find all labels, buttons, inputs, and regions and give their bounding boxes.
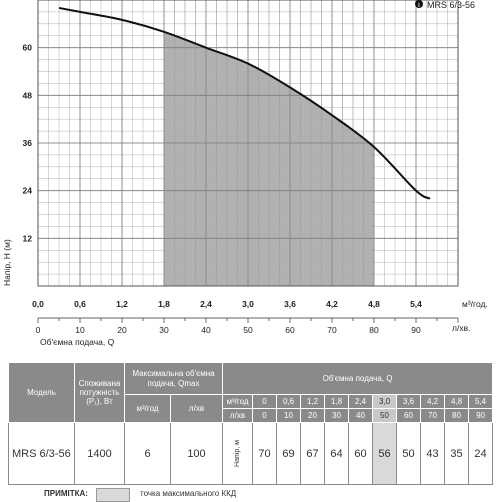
x-axis-unit: м³/год. xyxy=(462,299,488,309)
y-tick-label: 36 xyxy=(23,138,33,148)
header-flow-unit-lmin: л/хв xyxy=(222,408,253,423)
y-tick-label: 48 xyxy=(23,90,33,100)
note: ПРИМІТКА: точка максимального ККД xyxy=(8,488,492,502)
x2-tick-label: 70 xyxy=(327,325,337,335)
header-model: Модель xyxy=(8,362,75,423)
x-tick-label: 4,8 xyxy=(368,299,380,309)
x-tick-label: 1,2 xyxy=(116,299,128,309)
header-q-lmin-3: 30 xyxy=(324,408,349,423)
x2-axis-label: Об'ємна подача, Q xyxy=(40,337,115,347)
x2-tick-label: 20 xyxy=(117,325,127,335)
x-tick-labels: 0,0 0,6 1,2 1,8 2,4 3,0 3,6 4,2 4,8 5,4 xyxy=(32,299,422,309)
cell-head-3: 64 xyxy=(324,422,349,485)
header-q-m3-4: 2,4 xyxy=(348,394,373,409)
header-q-m3-9: 5,4 xyxy=(467,394,494,409)
chart-major-grid xyxy=(38,0,458,286)
x2-tick-label: 0 xyxy=(36,325,41,335)
x2-tick-label: 90 xyxy=(411,325,421,335)
header-q-lmin-1: 10 xyxy=(276,408,301,423)
cell-head-8: 35 xyxy=(444,422,469,485)
x-tick-label: 3,6 xyxy=(284,299,296,309)
header-q-m3-8: 4,8 xyxy=(444,394,469,409)
x-tick-label: 5,4 xyxy=(410,299,422,309)
header-q-lmin-7: 70 xyxy=(420,408,445,423)
header-q-m3-1: 0,6 xyxy=(276,394,301,409)
x2-tick-label: 80 xyxy=(369,325,379,335)
header-qmax: Максимальна об'ємна подача, Qmax xyxy=(124,362,223,395)
x2-axis-unit: л/хв. xyxy=(452,323,470,333)
x-tick-label: 0,6 xyxy=(74,299,86,309)
header-q-lmin-9: 90 xyxy=(467,408,494,423)
plot-frame xyxy=(37,0,459,287)
header-q-m3-0: 0 xyxy=(252,394,277,409)
x-tick-label: 2,4 xyxy=(200,299,212,309)
x2-axis: 0 10 20 30 40 50 60 70 80 90 xyxy=(36,317,459,335)
header-q-m3-6: 3,6 xyxy=(396,394,421,409)
model-label: MRS 6/3-56 xyxy=(427,0,475,10)
header-q-m3-2: 1,2 xyxy=(300,394,325,409)
x2-tick-label: 40 xyxy=(201,325,211,335)
y-axis-label: Напір, H (м) xyxy=(2,239,12,286)
header-q-lmin-8: 80 xyxy=(444,408,469,423)
cell-head-label: Напір, м xyxy=(222,422,253,485)
cell-power: 1400 xyxy=(74,422,125,485)
x2-tick-label: 30 xyxy=(159,325,169,335)
cell-qmax-m3: 6 xyxy=(124,422,171,485)
header-flow: Об'ємна подача, Q xyxy=(221,362,494,395)
model-legend: i MRS 6/3-56 xyxy=(415,0,475,10)
header-q-lmin-2: 20 xyxy=(300,408,325,423)
cell-model: MRS 6/3-56 xyxy=(8,422,75,485)
cell-head-0: 70 xyxy=(252,422,277,485)
head-label-text: Напір, м xyxy=(233,440,241,467)
x-tick-label: 3,0 xyxy=(242,299,254,309)
cell-head-2: 67 xyxy=(300,422,325,485)
y-tick-label: 60 xyxy=(23,43,33,53)
x2-tick-label: 50 xyxy=(243,325,253,335)
header-q-lmin-6: 60 xyxy=(396,408,421,423)
note-text: точка максимального ККД xyxy=(140,489,237,498)
header-qmax-lmin: л/хв xyxy=(170,394,223,423)
y-tick-labels: 12 24 36 48 60 xyxy=(23,43,33,244)
y-tick-label: 24 xyxy=(23,186,33,196)
cell-qmax-lmin: 100 xyxy=(170,422,223,485)
y-tick-label: 12 xyxy=(23,233,33,243)
cell-head-5: 56 xyxy=(372,422,397,485)
x-tick-label: 1,8 xyxy=(158,299,170,309)
cell-head-1: 69 xyxy=(276,422,301,485)
header-flow-unit-m3: м³/год xyxy=(222,394,253,409)
header-qmax-m3: м³/год xyxy=(124,394,171,423)
note-label: ПРИМІТКА: xyxy=(44,489,88,498)
header-q-m3-5: 3,0 xyxy=(372,394,397,409)
header-q-lmin-4: 40 xyxy=(348,408,373,423)
cell-head-9: 24 xyxy=(467,422,494,485)
header-q-lmin-5: 50 xyxy=(372,408,397,423)
info-icon-glyph: i xyxy=(418,3,420,9)
x2-tick-label: 60 xyxy=(285,325,295,335)
header-q-m3-7: 4,2 xyxy=(420,394,445,409)
pump-curve-line xyxy=(58,6,431,200)
pump-performance-chart: 12 24 36 48 60 0,0 0,6 1,2 1,8 2,4 3,0 3,6 4,2 4,8 5,… xyxy=(2,0,488,347)
info-icon xyxy=(415,0,423,8)
x-tick-label: 0,0 xyxy=(32,299,44,309)
header-power: Споживана потужність (P₁), Вт xyxy=(74,362,125,423)
cell-head-7: 43 xyxy=(420,422,445,485)
x2-tick-label: 10 xyxy=(75,325,85,335)
cell-head-6: 50 xyxy=(396,422,421,485)
cell-head-4: 60 xyxy=(348,422,373,485)
performance-table: Модель Споживана потужність (P₁), Вт Мак… xyxy=(8,362,494,485)
header-q-m3-3: 1,8 xyxy=(324,394,349,409)
x-tick-label: 4,2 xyxy=(326,299,338,309)
header-q-lmin-0: 0 xyxy=(252,408,277,423)
